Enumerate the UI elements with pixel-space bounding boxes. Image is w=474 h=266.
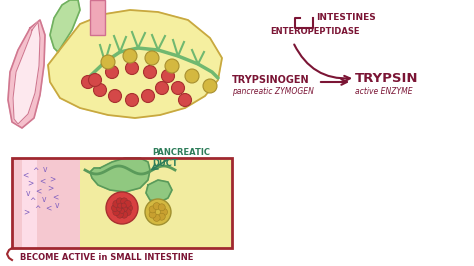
Text: <: <: [45, 203, 51, 213]
Circle shape: [113, 209, 120, 216]
Circle shape: [162, 69, 174, 82]
Circle shape: [153, 214, 160, 221]
Circle shape: [116, 198, 123, 205]
Circle shape: [82, 76, 94, 89]
Circle shape: [109, 89, 121, 102]
Circle shape: [203, 79, 217, 93]
Text: >: >: [23, 207, 29, 217]
Circle shape: [106, 65, 118, 78]
Circle shape: [89, 73, 101, 86]
Circle shape: [113, 200, 120, 207]
Text: pancreatic ZYMOGEN: pancreatic ZYMOGEN: [232, 88, 314, 97]
Circle shape: [121, 211, 128, 218]
Circle shape: [124, 209, 131, 216]
Text: <: <: [52, 193, 58, 202]
Text: >: >: [49, 174, 55, 184]
Circle shape: [106, 192, 138, 224]
Circle shape: [116, 211, 123, 218]
Circle shape: [124, 200, 131, 207]
Bar: [22, 158, 37, 248]
Circle shape: [158, 213, 165, 220]
Circle shape: [101, 55, 115, 69]
Circle shape: [145, 199, 171, 225]
Bar: [80, 158, 232, 248]
Polygon shape: [13, 22, 40, 124]
Circle shape: [123, 49, 137, 63]
Circle shape: [155, 81, 168, 94]
Circle shape: [144, 65, 156, 78]
Circle shape: [172, 81, 184, 94]
Text: ^: ^: [32, 168, 38, 177]
Text: ENTEROPEPTIDASE: ENTEROPEPTIDASE: [270, 27, 359, 36]
Polygon shape: [90, 158, 150, 192]
Circle shape: [149, 211, 156, 218]
Circle shape: [153, 203, 160, 210]
Circle shape: [185, 69, 199, 83]
Circle shape: [93, 84, 107, 97]
Circle shape: [145, 51, 159, 65]
Text: BECOME ACTIVE in SMALL INTESTINE: BECOME ACTIVE in SMALL INTESTINE: [20, 253, 193, 263]
Text: PANCREATIC
DUCT: PANCREATIC DUCT: [152, 148, 210, 168]
Text: ^: ^: [34, 206, 40, 214]
Circle shape: [111, 205, 118, 211]
Circle shape: [126, 205, 133, 211]
Polygon shape: [48, 10, 222, 118]
Text: >: >: [27, 178, 33, 188]
Text: v: v: [55, 202, 59, 210]
Text: <: <: [35, 186, 41, 196]
Circle shape: [158, 204, 165, 211]
Circle shape: [142, 89, 155, 102]
Polygon shape: [50, 0, 80, 52]
Text: INTESTINES: INTESTINES: [316, 14, 376, 23]
Circle shape: [126, 61, 138, 74]
Circle shape: [118, 203, 123, 208]
Text: TRYPSIN: TRYPSIN: [355, 72, 419, 85]
Polygon shape: [8, 20, 45, 128]
Circle shape: [161, 209, 167, 215]
Polygon shape: [146, 180, 172, 202]
Text: <: <: [22, 171, 28, 180]
Circle shape: [126, 94, 138, 106]
Circle shape: [117, 206, 122, 211]
Text: >: >: [47, 184, 53, 193]
Circle shape: [179, 94, 191, 106]
Circle shape: [119, 209, 125, 214]
Text: TRYPSINOGEN: TRYPSINOGEN: [232, 75, 310, 85]
Text: active ENZYME: active ENZYME: [355, 88, 413, 97]
Bar: [12, 158, 80, 248]
Circle shape: [149, 206, 156, 213]
Circle shape: [122, 206, 128, 211]
Text: <: <: [39, 177, 45, 185]
Circle shape: [121, 198, 128, 205]
Text: v: v: [26, 189, 30, 197]
Bar: [12, 158, 232, 248]
Circle shape: [165, 59, 179, 73]
Text: ^: ^: [29, 197, 35, 206]
Bar: [90, 0, 105, 35]
Text: v: v: [42, 196, 46, 205]
Text: v: v: [43, 165, 47, 174]
Circle shape: [121, 203, 126, 208]
